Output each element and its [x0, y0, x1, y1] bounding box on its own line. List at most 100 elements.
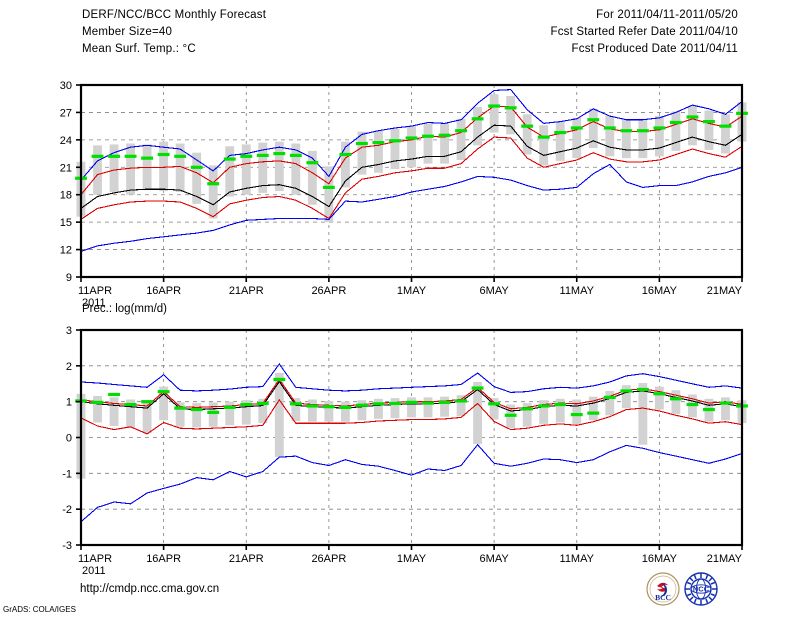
x-tick-label: 21APR	[229, 553, 264, 565]
spread-box	[407, 126, 416, 168]
x-tick-label: 1MAY	[397, 553, 427, 565]
x-tick-label: 6MAY	[480, 285, 510, 297]
spread-box	[374, 130, 383, 173]
spread-box	[340, 401, 350, 422]
y-tick-label: 21	[60, 162, 72, 174]
panel-precipitation-log: -3 -2 -1 0 1 2 3 11APR 16APR 21APR 26APR 1MAY 6MAY 11…	[62, 325, 748, 577]
ncc-logo-text: NCC	[693, 585, 710, 594]
y-tick-label: 0	[66, 433, 72, 445]
x-tick-label: 21APR	[229, 285, 264, 297]
spread-box	[274, 373, 284, 458]
y-tick-label: -3	[62, 540, 72, 552]
spread-box	[572, 117, 582, 159]
spread-box	[225, 401, 235, 426]
spread-box	[605, 116, 615, 157]
spread-box	[192, 403, 202, 428]
spread-box	[423, 123, 433, 164]
spread-box	[225, 146, 235, 197]
spread-box	[721, 397, 730, 421]
spread-box	[489, 94, 499, 133]
spread-box	[175, 143, 185, 192]
y-tick-label: -1	[62, 468, 72, 480]
spread-box	[671, 111, 681, 151]
spread-box	[638, 383, 648, 445]
x-tick-label: 11MAY	[560, 553, 595, 565]
x-tick-label: 11APR	[78, 553, 112, 565]
x-tick-label: 16MAY	[642, 553, 678, 565]
spread-box	[340, 141, 350, 188]
spread-box	[374, 398, 383, 419]
y-tick-label: 9	[66, 272, 72, 284]
y-tick-label: 24	[60, 135, 72, 147]
series-line-lower-quartile	[80, 136, 743, 220]
spread-box	[390, 398, 400, 419]
forecast-title: DERF/NCC/BCC Monthly Forecast	[82, 9, 267, 21]
spread-box	[489, 398, 499, 420]
series-line-maximum	[80, 363, 743, 393]
panel-mean-surface-temperature: 9 12 15 18 21 24 27 30 11APR 16APR 21APR 26APR 1MAY 6…	[60, 80, 748, 309]
cmdp-url-link[interactable]: http://cmdp.ncc.cma.gov.cn	[80, 583, 220, 595]
x-tick-label: 16APR	[146, 553, 181, 565]
spread-box	[423, 397, 433, 418]
forecast-started-date-label: Fcst Started Refer Date 2011/04/10	[550, 26, 738, 38]
spread-box	[555, 121, 565, 161]
spread-box	[456, 118, 466, 160]
spread-box	[241, 144, 251, 195]
spread-box	[605, 390, 615, 416]
spread-box	[621, 385, 631, 409]
spread-box	[241, 400, 251, 425]
spread-box	[473, 106, 483, 146]
spread-box	[473, 381, 483, 444]
spread-box	[109, 397, 119, 427]
series-line-minimum	[80, 163, 743, 252]
spread-box	[704, 110, 714, 150]
bcc-logo-text: BCC	[655, 593, 671, 602]
spread-box	[258, 398, 268, 424]
x-tick-label: 26APR	[311, 553, 346, 565]
spread-box	[654, 116, 664, 157]
series-line-minimum	[80, 443, 743, 523]
spread-box	[522, 114, 532, 155]
spread-box	[291, 143, 301, 195]
spread-box	[142, 400, 152, 434]
spread-box	[159, 386, 169, 421]
spread-box	[588, 108, 598, 149]
spread-box	[159, 141, 169, 192]
spread-box	[258, 142, 268, 193]
spread-box	[307, 399, 317, 422]
spread-box	[456, 395, 466, 416]
spread-box	[522, 403, 532, 427]
spread-box	[208, 165, 218, 219]
x-tick-label: 21MAY	[707, 553, 743, 565]
bcc-logo: BCC	[646, 572, 680, 606]
spread-box	[440, 396, 449, 417]
spread-box	[506, 95, 516, 135]
x-tick-label: 21MAY	[707, 285, 743, 297]
spread-box	[407, 397, 416, 418]
y-tick-label: 2	[66, 361, 72, 373]
spread-box	[109, 144, 119, 192]
spread-box	[274, 141, 284, 192]
spread-box	[555, 398, 565, 423]
spread-box	[357, 131, 367, 175]
x-tick-label: 16MAY	[642, 285, 678, 297]
spread-box	[539, 400, 549, 424]
spread-box	[192, 152, 202, 204]
series-line-ensemble-mean	[80, 124, 743, 209]
spread-box	[588, 396, 598, 421]
spread-box	[654, 386, 664, 410]
spread-box	[721, 114, 730, 154]
variable-label-precipitation: Prec.: log(mm/d)	[82, 303, 167, 315]
x-axis-year-label: 2011	[82, 565, 106, 577]
spread-box	[687, 106, 697, 146]
spread-box	[126, 143, 136, 195]
y-tick-label: 18	[60, 190, 72, 202]
spread-box	[539, 125, 549, 166]
y-tick-label: 27	[60, 107, 72, 119]
spread-box	[324, 166, 334, 223]
x-axis-year-label: 2011	[82, 297, 106, 309]
spread-box	[208, 402, 218, 427]
grads-attribution: GrADS: COLA/IGES	[3, 605, 76, 614]
spread-box	[357, 400, 367, 421]
